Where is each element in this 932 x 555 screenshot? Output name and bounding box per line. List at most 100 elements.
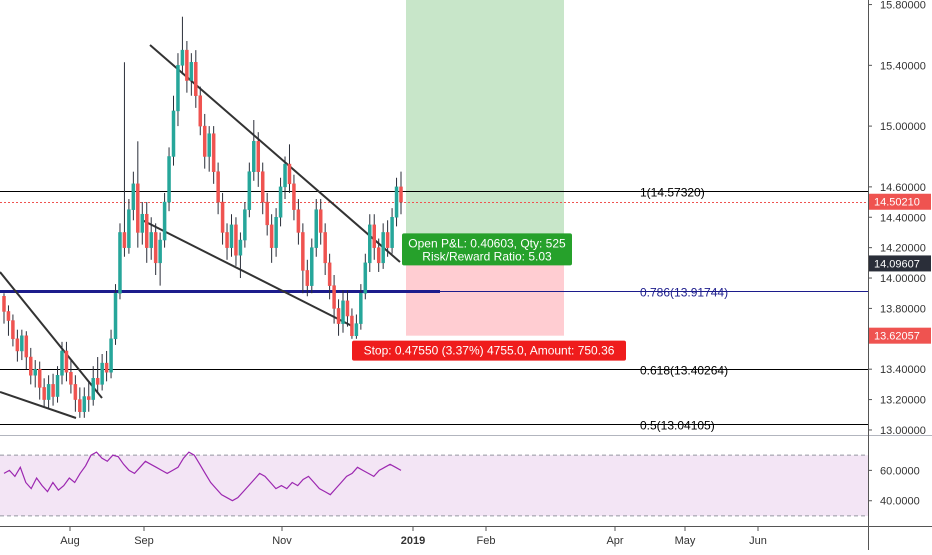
candle-body bbox=[243, 209, 247, 241]
loss-zone[interactable] bbox=[406, 263, 564, 336]
candle-body bbox=[399, 186, 403, 203]
candle-body bbox=[247, 171, 252, 210]
candle-body bbox=[234, 224, 238, 256]
candle-body bbox=[225, 232, 229, 248]
fib-label: 0.618(13.40264) bbox=[640, 364, 728, 378]
candle-body bbox=[385, 232, 390, 248]
candle-body bbox=[87, 396, 91, 400]
rsi-tick-label: 60.0000 bbox=[880, 465, 920, 477]
candle-body bbox=[15, 338, 20, 352]
candle-body bbox=[149, 232, 153, 248]
candle-body bbox=[278, 186, 283, 218]
candle-body bbox=[260, 171, 265, 203]
candle-body bbox=[252, 141, 256, 172]
price-tick-label: 14.40000 bbox=[880, 212, 926, 224]
price-tick-label: 15.00000 bbox=[880, 121, 926, 133]
price-tick-label: 14.20000 bbox=[880, 243, 926, 255]
price-tick-label: 14.00000 bbox=[880, 273, 926, 285]
time-axis[interactable]: Aug Sep Nov 2019 Feb Apr May Jun bbox=[0, 526, 932, 547]
rsi-tick-label: 40.0000 bbox=[880, 496, 920, 508]
candle-body bbox=[310, 247, 314, 286]
price-tick-label: 13.20000 bbox=[880, 395, 926, 407]
trend-line[interactable] bbox=[0, 271, 103, 399]
candle-body bbox=[11, 320, 15, 340]
candle-body bbox=[390, 217, 394, 248]
candle-body bbox=[296, 209, 301, 233]
candle-body bbox=[207, 133, 211, 157]
candle-body bbox=[274, 217, 278, 248]
fib-levels[interactable]: 1(14.57320) 0.786(13.91744) 0.618(13.40264… bbox=[0, 186, 868, 433]
candle-body bbox=[171, 110, 176, 157]
candle-body bbox=[350, 315, 354, 337]
candle-body bbox=[20, 335, 24, 352]
candle-body bbox=[323, 232, 327, 264]
candle-body bbox=[118, 232, 122, 294]
rsi-line bbox=[3, 451, 402, 502]
price-badge-label: 14.09607 bbox=[874, 258, 920, 270]
candle-body bbox=[220, 201, 225, 233]
risk-reward-label: Risk/Reward Ratio: 5.03 bbox=[422, 249, 552, 263]
candle-body bbox=[122, 232, 127, 248]
candle-body bbox=[327, 262, 332, 286]
candle-body bbox=[51, 384, 55, 397]
candles bbox=[2, 16, 403, 418]
candle-body bbox=[37, 368, 42, 388]
candle-body bbox=[229, 224, 234, 248]
candle-body bbox=[216, 171, 220, 203]
candle-body bbox=[283, 163, 287, 188]
fib-label: 1(14.57320) bbox=[640, 186, 705, 200]
profit-zone[interactable] bbox=[406, 0, 564, 264]
price-tick-label: 13.40000 bbox=[880, 364, 926, 376]
candle-body bbox=[127, 209, 131, 248]
candle-body bbox=[332, 285, 336, 309]
candle-body bbox=[6, 311, 11, 321]
price-badge bbox=[869, 193, 931, 210]
candle-body bbox=[318, 209, 323, 233]
price-tick-label: 13.00000 bbox=[880, 425, 926, 437]
time-tick-label: Nov bbox=[272, 535, 292, 547]
trend-line[interactable] bbox=[141, 219, 353, 327]
time-tick-label: May bbox=[675, 535, 696, 547]
candle-body bbox=[292, 183, 296, 210]
price-tick-label: 15.40000 bbox=[880, 60, 926, 72]
candle-body bbox=[140, 213, 145, 233]
price-tick-label: 15.80000 bbox=[880, 0, 926, 12]
time-tick-label: Apr bbox=[606, 535, 623, 547]
position-tool[interactable] bbox=[406, 0, 564, 336]
candle-body bbox=[354, 323, 359, 337]
pnl-label: Open P&L: 0.40603, Qty: 525 bbox=[408, 236, 566, 250]
price-badge bbox=[869, 327, 931, 344]
candle-body bbox=[185, 49, 189, 81]
candle-body bbox=[91, 378, 95, 400]
candle-body bbox=[136, 183, 140, 233]
candle-body bbox=[287, 163, 292, 185]
trend-line[interactable] bbox=[0, 391, 77, 419]
time-tick-label: 2019 bbox=[401, 535, 425, 547]
candle-body bbox=[345, 300, 350, 317]
time-tick-label: Feb bbox=[477, 535, 496, 547]
candle-body bbox=[314, 209, 318, 248]
candle-body bbox=[29, 356, 33, 376]
candle-body bbox=[305, 270, 310, 286]
candle-body bbox=[381, 232, 385, 264]
time-tick-label: Jun bbox=[749, 535, 767, 547]
candle-body bbox=[144, 213, 149, 248]
rsi-band bbox=[0, 455, 868, 516]
candle-body bbox=[167, 156, 171, 203]
candle-body bbox=[46, 384, 51, 400]
candle-body bbox=[368, 224, 372, 264]
candle-body bbox=[158, 239, 162, 264]
candle-body bbox=[202, 125, 207, 157]
time-tick-label: Aug bbox=[60, 535, 80, 547]
rsi-pane[interactable]: 60.0000 40.0000 bbox=[0, 435, 932, 517]
candle-body bbox=[394, 186, 399, 218]
price-axis[interactable]: 15.80000 15.40000 15.00000 14.60000 14.40000… bbox=[868, 0, 931, 550]
price-badge bbox=[869, 255, 931, 272]
candle-body bbox=[82, 396, 87, 412]
fib-label: 0.5(13.04105) bbox=[640, 419, 715, 433]
candle-body bbox=[113, 292, 118, 340]
price-badge-label: 14.50210 bbox=[874, 197, 920, 209]
